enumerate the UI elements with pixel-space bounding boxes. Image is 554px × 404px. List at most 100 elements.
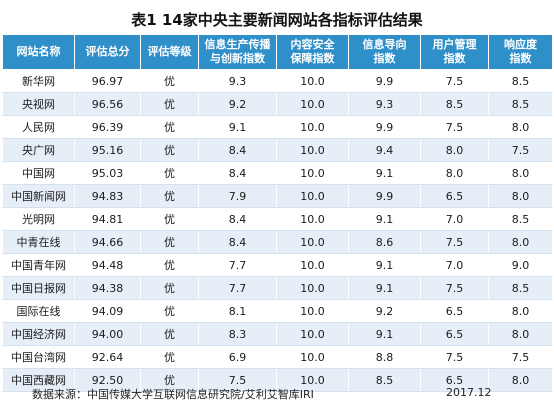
cell-innovation-index: 8.1	[198, 299, 277, 323]
cell-response-index: 8.0	[488, 368, 553, 392]
cell-user-mgmt-index: 6.5	[420, 322, 489, 346]
cell-site-name: 中青在线	[2, 230, 75, 254]
cell-total-score: 94.38	[74, 276, 141, 300]
cell-innovation-index: 8.4	[198, 207, 277, 231]
cell-grade: 优	[140, 253, 199, 277]
cell-innovation-index: 6.9	[198, 345, 277, 369]
cell-site-name: 央广网	[2, 138, 75, 162]
cell-user-mgmt-index: 7.5	[420, 276, 489, 300]
cell-total-score: 94.83	[74, 184, 141, 208]
cell-grade: 优	[140, 276, 199, 300]
cell-user-mgmt-index: 7.5	[420, 230, 489, 254]
cell-guidance-index: 9.1	[348, 322, 421, 346]
cell-total-score: 96.97	[74, 69, 141, 93]
cell-response-index: 8.0	[488, 299, 553, 323]
header-label-line1: 信息导向	[362, 38, 407, 51]
cell-security-index: 10.0	[276, 345, 349, 369]
cell-total-score: 92.64	[74, 345, 141, 369]
table-row: 新华网 96.97 优 9.3 10.0 9.9 7.5 8.5	[2, 69, 553, 93]
cell-guidance-index: 9.1	[348, 253, 421, 277]
cell-user-mgmt-index: 6.5	[420, 368, 489, 392]
cell-total-score: 96.39	[74, 115, 141, 139]
cell-guidance-index: 9.1	[348, 161, 421, 185]
cell-total-score: 94.81	[74, 207, 141, 231]
publication-date: 2017.12	[446, 386, 492, 399]
cell-site-name: 人民网	[2, 115, 75, 139]
cell-user-mgmt-index: 8.5	[420, 92, 489, 116]
cell-grade: 优	[140, 184, 199, 208]
table-header-row: 网站名称 评估总分 评估等级 信息生产传播 与创新指数 内容安全 保障指数 信息导向 指数 用户管…	[2, 34, 553, 70]
cell-security-index: 10.0	[276, 184, 349, 208]
table-row: 中国青年网 94.48 优 7.7 10.0 9.1 7.0 9.0	[2, 253, 553, 277]
cell-total-score: 92.50	[74, 368, 141, 392]
cell-site-name: 中国西藏网	[2, 368, 75, 392]
header-label-line2: 指数	[373, 52, 396, 65]
cell-total-score: 94.09	[74, 299, 141, 323]
cell-total-score: 95.16	[74, 138, 141, 162]
cell-response-index: 8.5	[488, 276, 553, 300]
cell-security-index: 10.0	[276, 69, 349, 93]
header-label-line1: 响应度	[504, 38, 537, 51]
table-row: 人民网 96.39 优 9.1 10.0 9.9 7.5 8.0	[2, 115, 553, 139]
cell-security-index: 10.0	[276, 253, 349, 277]
cell-guidance-index: 9.1	[348, 276, 421, 300]
cell-user-mgmt-index: 6.5	[420, 184, 489, 208]
cell-response-index: 7.5	[488, 345, 553, 369]
cell-site-name: 中国经济网	[2, 322, 75, 346]
cell-security-index: 10.0	[276, 138, 349, 162]
data-source: 数据来源：中国传媒大学互联网信息研究院/艾利艾智库IRI	[32, 388, 314, 401]
cell-security-index: 10.0	[276, 207, 349, 231]
cell-total-score: 95.03	[74, 161, 141, 185]
header-grade: 评估等级	[140, 34, 199, 70]
cell-grade: 优	[140, 207, 199, 231]
cell-response-index: 8.0	[488, 322, 553, 346]
header-total-score: 评估总分	[74, 34, 141, 70]
cell-site-name: 中国新闻网	[2, 184, 75, 208]
cell-grade: 优	[140, 138, 199, 162]
cell-total-score: 94.00	[74, 322, 141, 346]
cell-user-mgmt-index: 7.5	[420, 115, 489, 139]
cell-grade: 优	[140, 161, 199, 185]
cell-response-index: 9.0	[488, 253, 553, 277]
header-label-line2: 指数	[509, 52, 532, 65]
table-row: 中国西藏网 92.50 优 7.5 10.0 8.5 6.5 8.0	[2, 368, 553, 392]
table-title: 表1 14家中央主要新闻网站各指标评估结果	[131, 11, 423, 29]
cell-total-score: 96.56	[74, 92, 141, 116]
cell-guidance-index: 9.9	[348, 184, 421, 208]
cell-user-mgmt-index: 6.5	[420, 299, 489, 323]
cell-site-name: 国际在线	[2, 299, 75, 323]
header-innovation-index: 信息生产传播 与创新指数	[198, 34, 277, 70]
cell-innovation-index: 8.4	[198, 138, 277, 162]
header-label-line2: 指数	[443, 52, 466, 65]
cell-response-index: 8.5	[488, 69, 553, 93]
cell-user-mgmt-index: 7.0	[420, 253, 489, 277]
cell-security-index: 10.0	[276, 322, 349, 346]
header-response-index: 响应度 指数	[488, 34, 553, 70]
cell-security-index: 10.0	[276, 299, 349, 323]
cell-innovation-index: 9.1	[198, 115, 277, 139]
cell-innovation-index: 8.3	[198, 322, 277, 346]
cell-response-index: 8.5	[488, 92, 553, 116]
table-row: 央视网 96.56 优 9.2 10.0 9.3 8.5 8.5	[2, 92, 553, 116]
header-label-line1: 评估等级	[147, 45, 192, 58]
cell-response-index: 8.0	[488, 184, 553, 208]
cell-grade: 优	[140, 92, 199, 116]
header-label-line2: 保障指数	[290, 52, 335, 65]
header-label-line2: 与创新指数	[210, 52, 265, 65]
table-row: 中国日报网 94.38 优 7.7 10.0 9.1 7.5 8.5	[2, 276, 553, 300]
cell-user-mgmt-index: 7.5	[420, 345, 489, 369]
cell-response-index: 8.0	[488, 115, 553, 139]
evaluation-table: 网站名称 评估总分 评估等级 信息生产传播 与创新指数 内容安全 保障指数 信息导向 指数 用户管…	[2, 34, 553, 392]
header-security-index: 内容安全 保障指数	[276, 34, 349, 70]
cell-innovation-index: 7.5	[198, 368, 277, 392]
header-label-line1: 用户管理	[432, 38, 477, 51]
table-row: 光明网 94.81 优 8.4 10.0 9.1 7.0 8.5	[2, 207, 553, 231]
cell-grade: 优	[140, 115, 199, 139]
cell-innovation-index: 7.9	[198, 184, 277, 208]
header-label-line1: 信息生产传播	[204, 38, 271, 51]
cell-site-name: 央视网	[2, 92, 75, 116]
cell-user-mgmt-index: 7.0	[420, 207, 489, 231]
header-label-line1: 评估总分	[85, 45, 130, 58]
header-guidance-index: 信息导向 指数	[348, 34, 421, 70]
